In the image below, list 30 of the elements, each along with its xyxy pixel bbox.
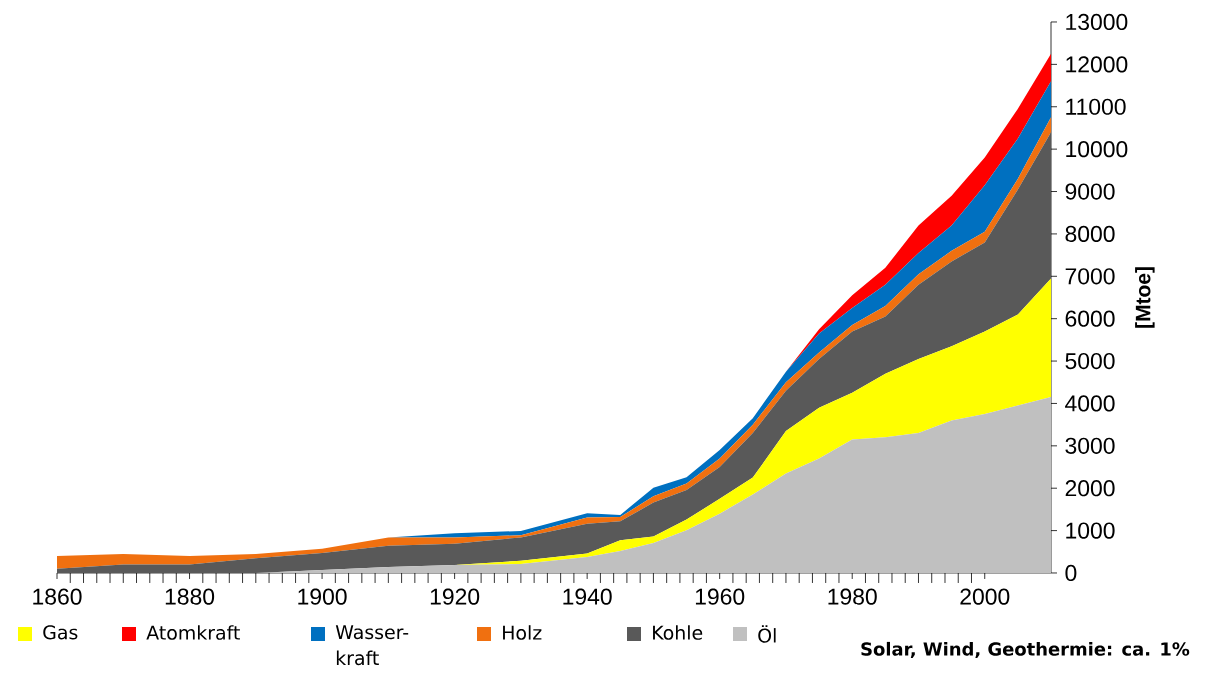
y-tick-label: 5000 xyxy=(1065,352,1115,370)
y-tick-label: 6000 xyxy=(1065,310,1115,327)
y-tick-label: 13000 xyxy=(1066,13,1128,31)
legend-label: Wasser-kraft xyxy=(335,625,409,666)
y-tick-label: 1000 xyxy=(1066,522,1115,539)
y-tick-label: 10000 xyxy=(1066,141,1128,158)
y-tick-label: 3000 xyxy=(1065,437,1115,454)
legend-label: Holz xyxy=(503,625,542,640)
x-tick-label: 1940 xyxy=(563,588,612,605)
x-tick-label: 1960 xyxy=(695,588,745,605)
y-tick-label: 8000 xyxy=(1065,225,1115,243)
y-axis-title: [Mtoe] xyxy=(1135,267,1155,328)
x-tick-label: 1920 xyxy=(430,588,480,605)
x-tick-label: 1880 xyxy=(165,588,215,605)
y-tick-label: 4000 xyxy=(1065,395,1115,412)
x-tick-label: 1860 xyxy=(33,588,82,605)
x-tick-label: 1980 xyxy=(828,588,877,605)
legend-label: Atomkraft xyxy=(146,625,240,640)
y-tick-label: 2000 xyxy=(1065,480,1115,497)
y-tick-label: 11000 xyxy=(1066,98,1126,115)
legend-label: Kohle xyxy=(653,625,703,640)
x-tick-label: 1900 xyxy=(298,588,347,605)
y-tick-label: 12000 xyxy=(1066,56,1128,73)
y-tick-label: 9000 xyxy=(1065,183,1115,200)
x-tick-label: 2000 xyxy=(960,588,1010,605)
y-tick-label: 0 xyxy=(1065,564,1077,582)
y-tick-label: 7000 xyxy=(1065,268,1115,285)
text: Solar, Wind, Geothermie: ca. 1% xyxy=(861,641,1190,659)
legend-label: Öl xyxy=(758,625,776,643)
legend-label: Gas xyxy=(43,625,78,640)
